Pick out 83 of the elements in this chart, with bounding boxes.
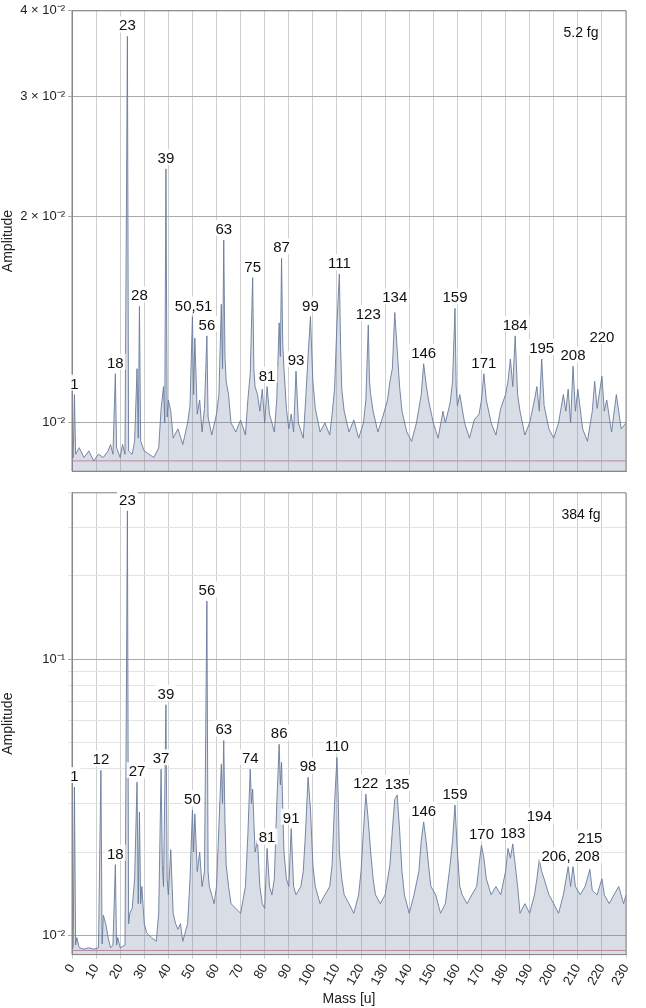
annotation: 81 (258, 366, 276, 384)
annotation: 170 (468, 825, 494, 843)
x-tick-label: 190 (511, 961, 536, 988)
x-tick-label: 30 (129, 961, 150, 982)
annotation: 75 (244, 257, 261, 275)
x-tick-label: 170 (463, 961, 488, 988)
x-tick-label: 80 (250, 961, 271, 982)
x-tick-label: 100 (294, 961, 319, 988)
x-tick-label: 180 (487, 961, 512, 988)
x-tick-label: 150 (415, 961, 439, 988)
x-tick-label: 70 (226, 961, 247, 982)
annotation: 56 (198, 581, 216, 599)
annotation: 91 (282, 808, 300, 826)
annotation: 171 (471, 353, 497, 371)
annotation: 1 (70, 766, 79, 784)
annotation: 28 (131, 286, 148, 304)
y-tick-label: 10⁻² (42, 926, 66, 942)
annotation: 215 (577, 829, 603, 847)
x-tick-label: 220 (583, 961, 608, 988)
annotation: 384 fg (561, 505, 601, 522)
annotation: 93 (287, 351, 305, 369)
y-axis-title: Amplitude (0, 209, 16, 273)
annotation: 86 (270, 724, 288, 742)
annotation: 159 (442, 288, 468, 306)
annotation: 18 (107, 844, 124, 862)
annotation: 99 (302, 296, 319, 314)
annotation: 1 (70, 374, 79, 392)
annotation: 122 (353, 774, 379, 792)
y-axis-title: Amplitude (0, 692, 16, 755)
annotation: 87 (273, 238, 290, 256)
x-axis-title: Mass [u] (322, 990, 376, 1007)
x-tick-label: 20 (105, 961, 126, 982)
y-tick-label: 10⁻² (42, 414, 66, 430)
annotation: 220 (589, 328, 615, 346)
x-tick-label: 60 (202, 961, 223, 982)
annotation: 39 (157, 148, 175, 166)
x-tick-label: 210 (559, 961, 584, 988)
y-tick-label: 3 × 10⁻² (20, 87, 66, 103)
annotation: 183 (500, 823, 526, 841)
annotation: 23 (119, 16, 136, 34)
annotation: 146 (411, 343, 437, 361)
annotation: 63 (215, 220, 233, 238)
x-tick-label: 110 (319, 961, 343, 987)
annotation: 27 (128, 762, 146, 780)
annotation: 37 (152, 749, 170, 767)
annotation: 184 (502, 315, 528, 333)
annotation: 74 (241, 749, 259, 767)
x-tick-label: 140 (391, 961, 415, 988)
annotation: 50 (184, 789, 201, 807)
x-tick-label: 10 (81, 961, 102, 982)
annotation: 111 (327, 254, 351, 272)
x-tick-label: 120 (342, 961, 367, 988)
annotation: 194 (526, 807, 552, 825)
x-tick-label: 90 (274, 961, 295, 982)
annotation: 123 (355, 305, 381, 322)
x-tick-label: 50 (177, 961, 199, 982)
y-tick-label: 4 × 10⁻² (20, 2, 66, 18)
annotation: 63 (215, 720, 233, 738)
annotation: 50,51 (174, 296, 213, 314)
x-tick-label: 130 (367, 961, 391, 988)
annotation: 98 (299, 757, 317, 775)
annotation: 23 (119, 490, 136, 508)
x-tick-label: 0 (61, 961, 78, 976)
annotation: 135 (384, 774, 410, 792)
annotation: 12 (92, 750, 110, 768)
annotation: 56 (198, 315, 216, 333)
x-tick-label: 200 (535, 961, 560, 988)
annotation: 134 (382, 288, 408, 306)
annotation: 208 (560, 346, 586, 364)
y-tick-label: 2 × 10⁻² (20, 208, 66, 224)
annotation: 39 (157, 684, 175, 702)
y-tick-label: 10⁻¹ (42, 650, 66, 666)
x-tick-label: 230 (607, 961, 632, 988)
annotation: 110 (325, 737, 349, 755)
annotation: 159 (442, 785, 468, 803)
annotation: 195 (529, 338, 555, 356)
annotation: 146 (411, 801, 437, 819)
annotation: 5.2 fg (563, 23, 599, 40)
annotation: 81 (258, 828, 276, 846)
x-tick-label: 40 (153, 961, 175, 982)
x-tick-label: 160 (439, 961, 464, 988)
annotation: 206, 208 (541, 846, 600, 864)
annotation: 18 (107, 353, 124, 371)
